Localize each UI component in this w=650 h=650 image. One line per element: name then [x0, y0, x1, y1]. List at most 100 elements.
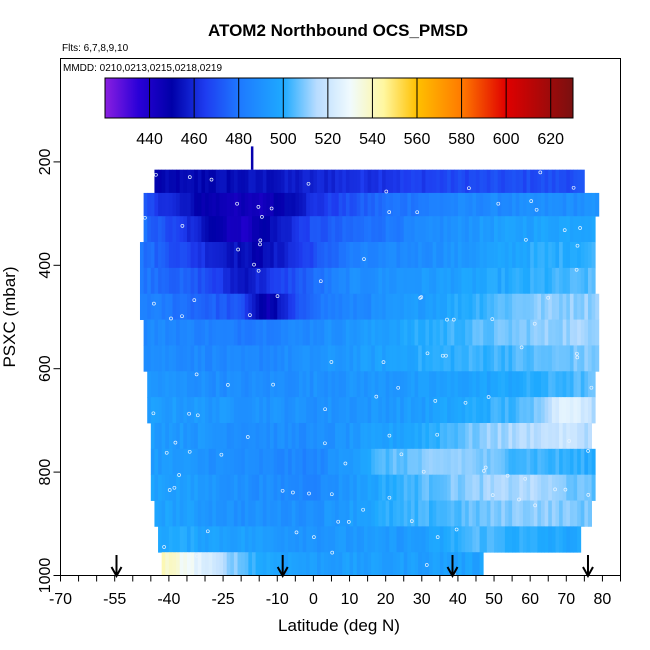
heatmap-cell [407, 345, 412, 372]
heatmap-cell [353, 552, 358, 576]
heatmap-cell [313, 552, 318, 576]
heatmap-cell [544, 169, 549, 194]
heatmap-cell [186, 192, 191, 217]
heatmap-cell [465, 500, 470, 527]
heatmap-cell [454, 397, 459, 424]
heatmap-cell [566, 319, 571, 346]
heatmap-cell [313, 319, 318, 346]
heatmap-cell [172, 397, 177, 424]
heatmap-cell [197, 319, 202, 346]
heatmap-cell [266, 371, 271, 398]
heatmap-cell [494, 526, 499, 553]
heatmap-cell [230, 422, 235, 450]
heatmap-cell [566, 169, 571, 194]
heatmap-cell [396, 526, 401, 553]
heatmap-cell [425, 319, 430, 346]
heatmap-cell [356, 397, 361, 424]
heatmap-cell [584, 319, 589, 346]
heatmap-cell [356, 169, 361, 194]
sample-point [519, 345, 524, 350]
heatmap-cell [223, 448, 228, 476]
heatmap-cell [353, 192, 358, 217]
heatmap-cell [378, 448, 383, 476]
heatmap-cell [421, 526, 426, 553]
heatmap-cell [259, 397, 264, 424]
heatmap-cell [367, 192, 372, 217]
heatmap-cell [186, 448, 191, 476]
heatmap-cell [591, 242, 596, 269]
heatmap-cell [421, 448, 426, 476]
heatmap-cell [194, 169, 199, 194]
heatmap-cell [345, 448, 350, 476]
heatmap-cell [194, 267, 199, 295]
sample-point [505, 473, 510, 478]
heatmap-cell [374, 422, 379, 450]
heatmap-cell [541, 216, 546, 243]
heatmap-cell [450, 169, 455, 194]
heatmap-cell [591, 448, 596, 476]
heatmap-cell [504, 422, 509, 450]
heatmap-cell [158, 267, 163, 295]
sample-point [226, 383, 230, 387]
heatmap-cell [306, 397, 311, 424]
heatmap-cell [566, 345, 571, 372]
heatmap-cell [418, 192, 423, 217]
heatmap-cell [168, 371, 173, 398]
heatmap-cell [400, 397, 405, 424]
heatmap-cell [559, 422, 564, 450]
heatmap-cell [241, 319, 246, 346]
heatmap-cell [143, 216, 148, 243]
heatmap-cell [349, 500, 354, 527]
heatmap-cell [186, 319, 191, 346]
heatmap-cell [587, 242, 592, 269]
heatmap-cell [172, 319, 177, 346]
heatmap-cell [335, 192, 340, 217]
heatmap-cell [512, 319, 517, 346]
heatmap-cell [251, 552, 256, 576]
heatmap-cell [360, 422, 365, 450]
heatmap-cell [215, 319, 220, 346]
heatmap-cell [515, 242, 520, 269]
heatmap-cell [306, 552, 311, 576]
sample-point [433, 399, 438, 403]
heatmap-cell [537, 448, 542, 476]
heatmap-cell [324, 216, 329, 243]
heatmap-cell [461, 552, 466, 576]
heatmap-cell [194, 552, 199, 576]
heatmap-cell [584, 474, 589, 501]
heatmap-cell [447, 500, 452, 527]
heatmap-cell [436, 242, 441, 269]
heatmap-cell [508, 242, 513, 269]
heatmap-cell [226, 242, 231, 269]
heatmap-cell [324, 500, 329, 527]
heatmap-cell [396, 345, 401, 372]
heatmap-cell [457, 267, 462, 295]
heatmap-cell [349, 216, 354, 243]
heatmap-cell [295, 526, 300, 553]
heatmap-cell [454, 474, 459, 501]
heatmap-cell [241, 397, 246, 424]
heatmap-cell [569, 371, 574, 398]
heatmap-cell [244, 169, 249, 194]
heatmap-cell [494, 397, 499, 424]
heatmap-cell [280, 474, 285, 501]
heatmap-cell [577, 371, 582, 398]
heatmap-cell [317, 293, 322, 320]
heatmap-cell [241, 242, 246, 269]
heatmap-cell [454, 422, 459, 450]
heatmap-cell [584, 267, 589, 295]
heatmap-cell [461, 192, 466, 217]
heatmap-cell [338, 371, 343, 398]
heatmap-cell [544, 500, 549, 527]
heatmap-cell [179, 448, 184, 476]
heatmap-cell [407, 448, 412, 476]
heatmap-cell [515, 474, 520, 501]
heatmap-cell [288, 448, 293, 476]
heatmap-cell [165, 397, 170, 424]
heatmap-cell [569, 192, 574, 217]
heatmap-cell [374, 474, 379, 501]
heatmap-cell [345, 345, 350, 372]
heatmap-cell [233, 293, 238, 320]
heatmap-cell [479, 397, 484, 424]
heatmap-cell [147, 242, 152, 269]
